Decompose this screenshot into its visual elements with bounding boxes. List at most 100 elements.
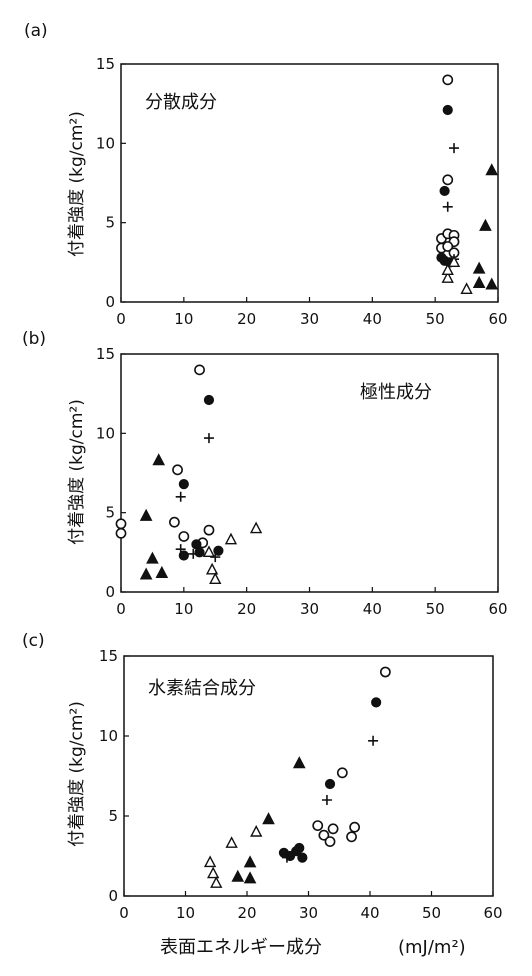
plus-point xyxy=(288,849,299,860)
open-circle-point xyxy=(312,820,324,831)
x-tick-label: 20 xyxy=(237,904,256,922)
panel-b-label: (b) xyxy=(22,329,46,349)
x-tick-label: 60 xyxy=(488,600,507,618)
panel-c-annotation: 水素結合成分 xyxy=(148,678,256,699)
filled-circle-point xyxy=(213,545,224,556)
panel-c-ylabel: 付着強度 (kg/cm²) xyxy=(67,701,87,847)
plus-point xyxy=(281,852,292,863)
x-tick-label: 0 xyxy=(116,600,126,618)
y-tick-label: 5 xyxy=(105,214,115,232)
open-circle-point xyxy=(203,524,215,536)
filled-triangle-point xyxy=(485,163,499,176)
panel-a: (a) 付着強度 (kg/cm²) 分散成分 0 10 20 30 40 50 60 0 5 10… xyxy=(24,21,508,328)
open-triangle-point xyxy=(202,545,216,558)
open-circle-point xyxy=(379,666,391,678)
plus-point xyxy=(210,552,221,563)
y-tick-label: 10 xyxy=(99,727,118,745)
plus-point xyxy=(175,544,186,555)
y-tick-label: 15 xyxy=(96,55,115,73)
x-tick-label: 30 xyxy=(300,310,319,328)
x-tick-label: 40 xyxy=(360,904,379,922)
x-tick-label: 0 xyxy=(116,310,126,328)
open-circle-point xyxy=(336,767,348,779)
panel-c-plot: 0 10 20 30 40 50 60 0 5 10 15 xyxy=(99,647,503,922)
open-triangle-point xyxy=(447,255,461,268)
filled-triangle-point xyxy=(472,275,486,288)
plus-point xyxy=(368,735,379,746)
open-triangle-point xyxy=(203,855,217,868)
filled-circle-point xyxy=(294,842,305,854)
x-tick-label: 10 xyxy=(174,600,193,618)
open-triangle-point xyxy=(249,521,263,534)
panel-a-plot: 0 10 20 30 40 50 60 0 5 10 15 xyxy=(96,55,508,328)
filled-circle-point xyxy=(203,394,215,406)
open-circle-point xyxy=(194,364,205,376)
x-tick-label: 20 xyxy=(237,310,256,328)
x-tick-label: 10 xyxy=(174,310,193,328)
open-triangle-point xyxy=(225,836,238,848)
open-circle-point xyxy=(169,516,180,528)
plus-point xyxy=(203,433,214,444)
open-circle-point xyxy=(115,527,127,539)
filled-triangle-point xyxy=(146,551,159,564)
panel-b-plot: 0 10 20 30 40 50 60 0 5 10 15 xyxy=(96,345,508,618)
panel-a-ylabel: 付着強度 (kg/cm²) xyxy=(67,111,87,257)
x-tick-label: 40 xyxy=(363,310,382,328)
panel-c: (c) 付着強度 (kg/cm²) 水素結合成分 0 10 20 30 40 50 60 0 5… xyxy=(22,631,503,922)
open-triangle-point xyxy=(224,532,238,545)
filled-triangle-point xyxy=(243,855,257,868)
filled-triangle-point xyxy=(139,508,153,521)
open-triangle-point xyxy=(250,824,263,837)
plus-point xyxy=(321,795,332,805)
open-circle-point xyxy=(349,821,361,833)
filled-triangle-point xyxy=(243,871,257,884)
filled-circle-point xyxy=(178,479,189,490)
x-tick-label: 30 xyxy=(300,600,319,618)
filled-circle-point xyxy=(442,104,453,116)
y-tick-label: 10 xyxy=(96,424,115,442)
filled-triangle-point xyxy=(479,218,492,231)
filled-circle-point xyxy=(297,852,308,863)
open-circle-point xyxy=(115,518,127,530)
x-tick-label: 0 xyxy=(119,904,129,922)
filled-triangle-point xyxy=(139,567,153,580)
panel-a-label: (a) xyxy=(24,21,48,41)
y-tick-label: 0 xyxy=(105,583,115,601)
open-circle-point xyxy=(346,831,357,843)
x-tick-label: 30 xyxy=(299,904,318,922)
filled-circle-point xyxy=(324,778,336,790)
x-tick-label: 50 xyxy=(422,904,441,922)
plus-point xyxy=(442,201,453,212)
open-circle-point xyxy=(442,74,454,86)
open-triangle-point xyxy=(441,271,454,283)
x-tick-label: 40 xyxy=(363,600,382,618)
x-axis-unit: (mJ/m²) xyxy=(398,937,466,958)
filled-triangle-point xyxy=(231,869,245,882)
filled-triangle-point xyxy=(472,261,486,274)
open-circle-point xyxy=(442,241,454,252)
filled-circle-point xyxy=(371,697,382,708)
y-tick-label: 5 xyxy=(108,807,118,825)
panel-c-label: (c) xyxy=(22,631,45,651)
filled-triangle-point xyxy=(155,565,169,578)
open-triangle-point xyxy=(441,263,454,275)
x-tick-label: 10 xyxy=(176,904,195,922)
x-tick-label: 50 xyxy=(426,600,445,618)
x-tick-label: 20 xyxy=(237,600,256,618)
plus-point xyxy=(188,548,199,559)
x-tick-label: 60 xyxy=(483,904,502,922)
open-triangle-point xyxy=(209,572,222,585)
open-triangle-point xyxy=(460,282,473,295)
open-triangle-point xyxy=(207,866,220,879)
x-axis-label: 表面エネルギー成分 xyxy=(160,937,322,958)
plus-point xyxy=(449,143,460,154)
filled-circle-point xyxy=(439,185,450,197)
y-tick-label: 5 xyxy=(105,504,115,522)
filled-triangle-point xyxy=(152,453,166,466)
y-tick-label: 15 xyxy=(99,647,118,665)
y-tick-label: 0 xyxy=(108,887,118,905)
filled-triangle-point xyxy=(292,756,306,769)
open-circle-point xyxy=(442,174,454,186)
open-circle-point xyxy=(172,464,183,476)
filled-triangle-point xyxy=(485,277,499,290)
